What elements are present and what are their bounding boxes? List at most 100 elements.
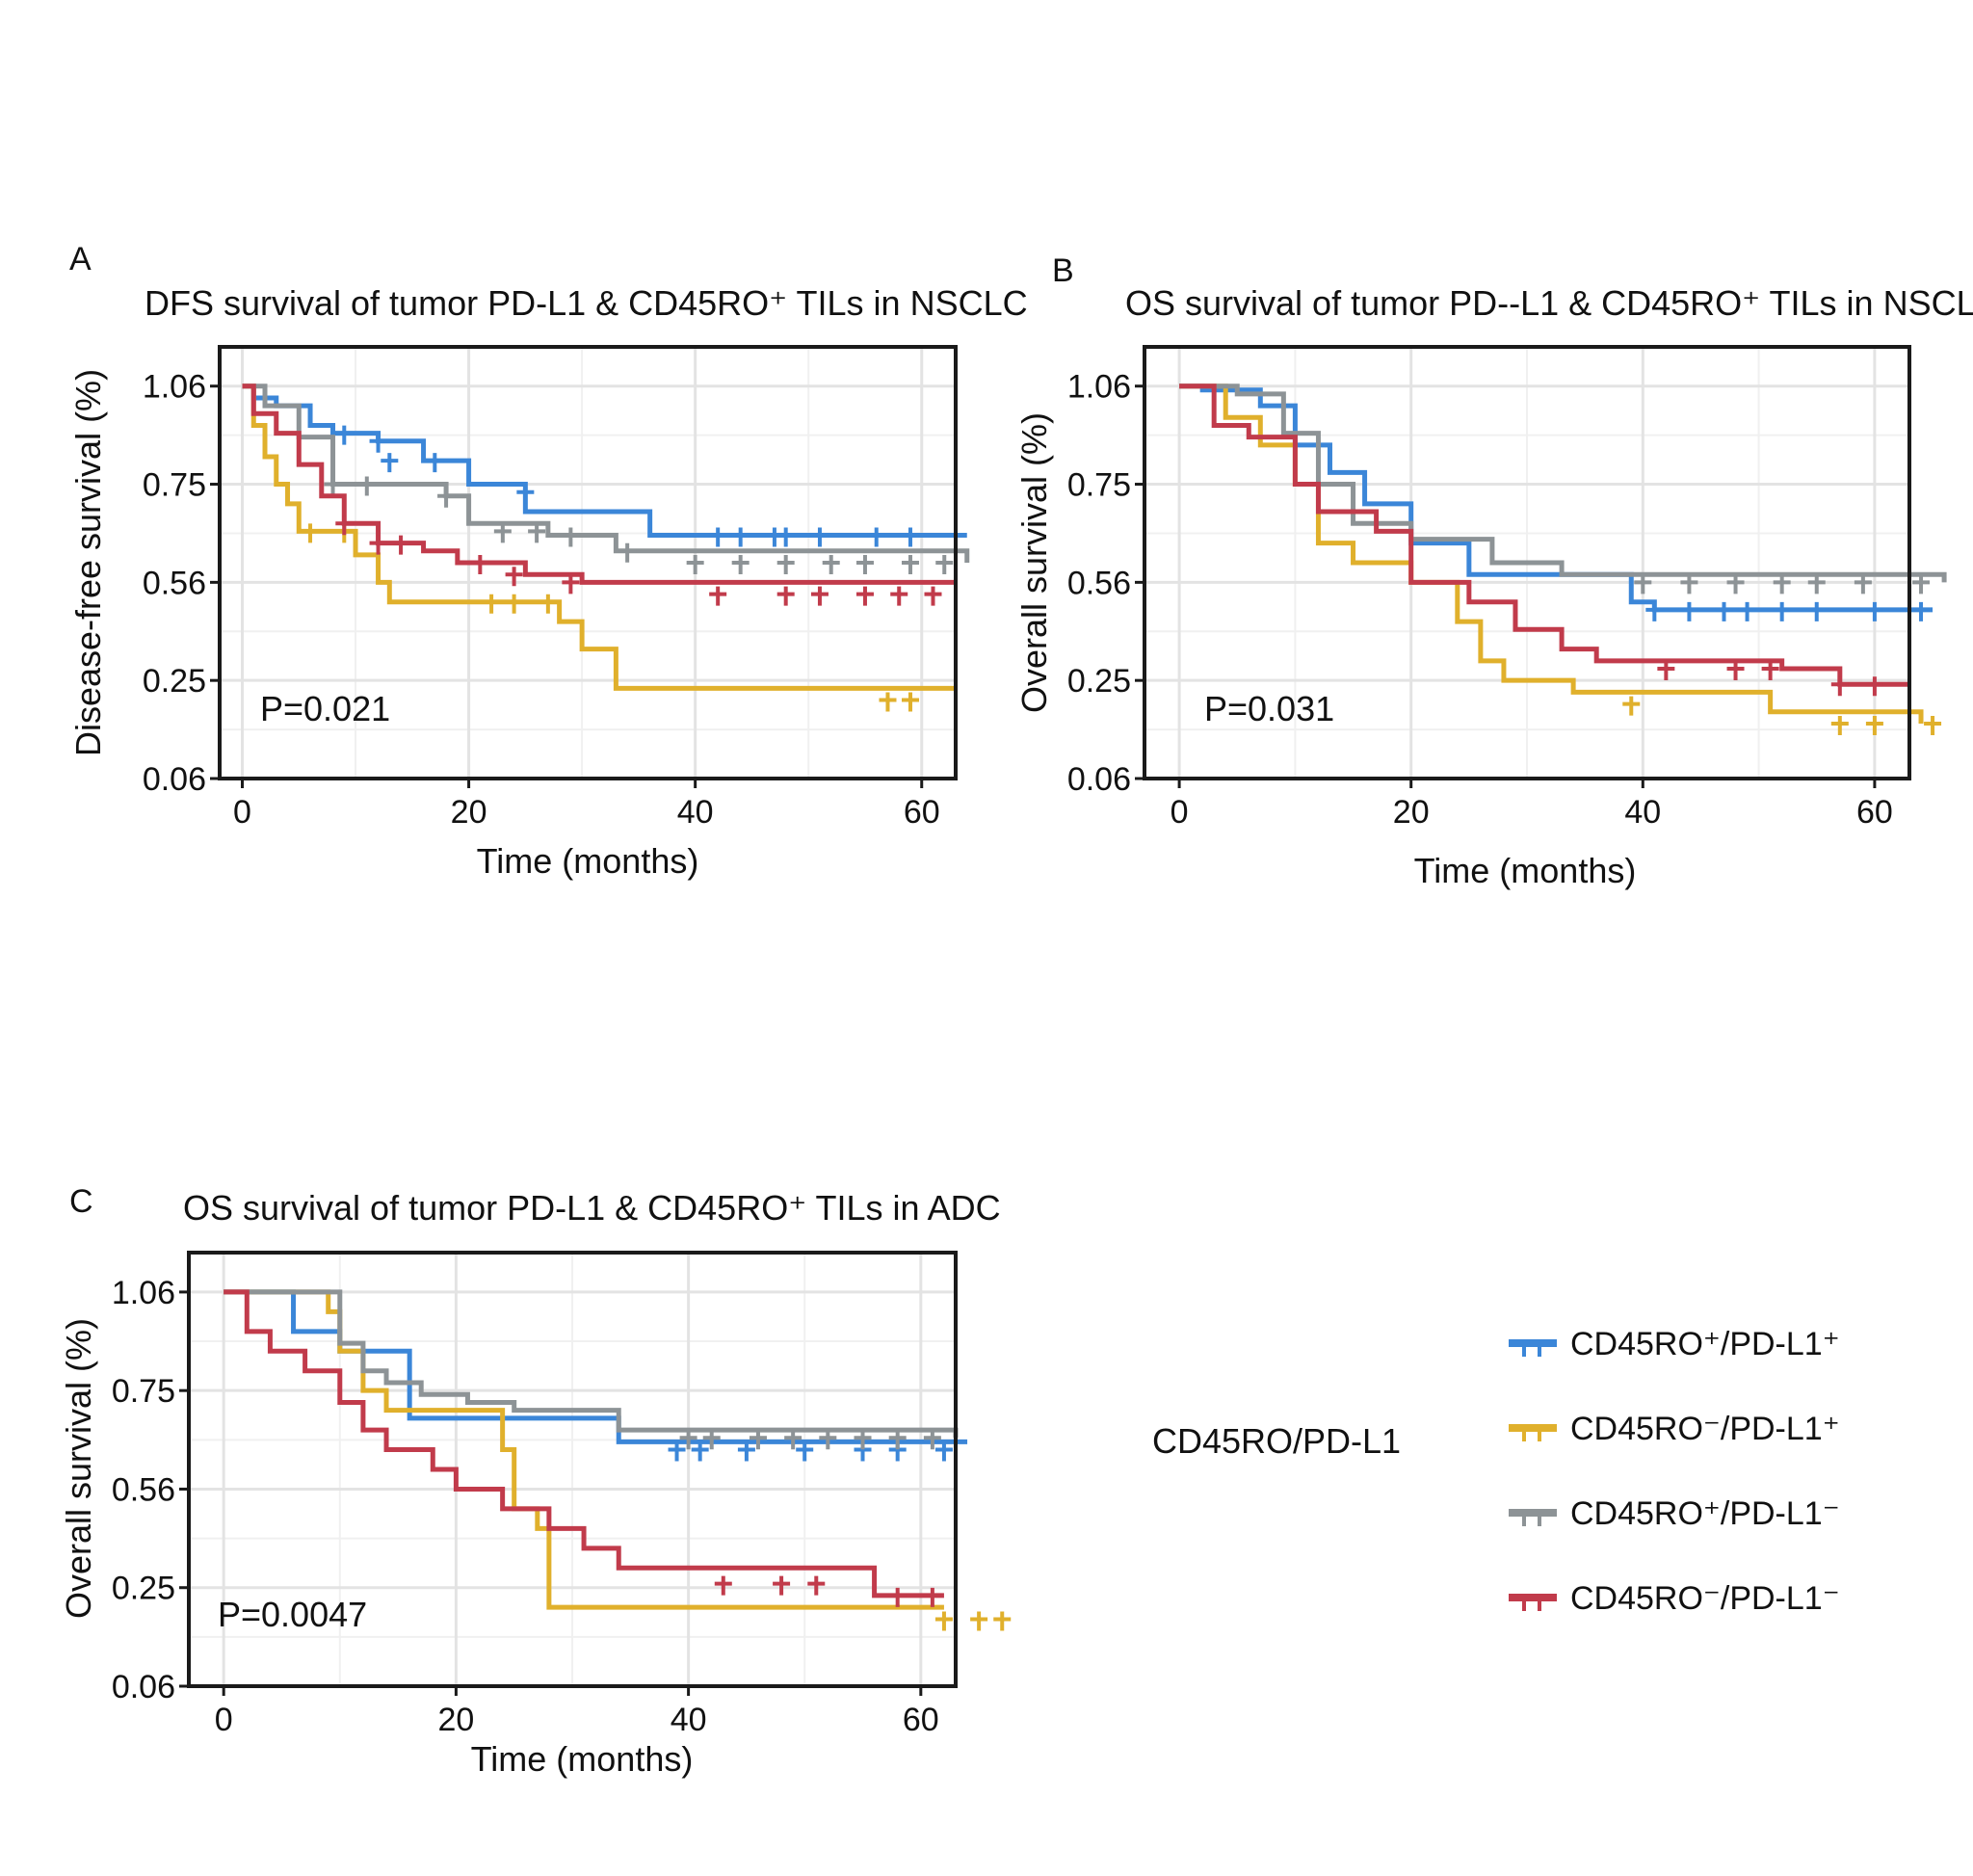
panel-c-series-1-censor-mark: [993, 1611, 1012, 1631]
panel-b-series-0-censor-mark: [1807, 601, 1826, 621]
panel-b-series-2-curve: [1179, 383, 1947, 583]
panel-b-series-1-censor-mark: [1924, 715, 1942, 735]
panel-c-y-axis-title: Overall survival (%): [59, 1318, 98, 1619]
panel-a-series-0-censor-mark: [381, 453, 399, 473]
panel-a-y-tick-label: 0.56: [143, 565, 206, 601]
panel-a-series-2-censor-mark: [822, 555, 840, 574]
panel-a-series-3-censor-mark: [709, 586, 727, 606]
legend-item-0: CD45RO⁺/PD-L1⁺: [1509, 1326, 1840, 1362]
panel-b-y-tick-label: 0.06: [1067, 761, 1131, 798]
legend-item-2: CD45RO⁺/PD-L1⁻: [1509, 1495, 1840, 1532]
panel-b-series-2-censor-mark: [1634, 574, 1652, 595]
panel-c-series-3-censor-mark: [807, 1575, 826, 1596]
panel-a-series-2-censor-mark: [562, 527, 580, 547]
panel-c-series-0-censor-mark: [691, 1441, 709, 1462]
panel-b-series-0-censor-mark: [1865, 601, 1883, 621]
panel-b-series-3-censor-mark: [1657, 660, 1675, 680]
panel-b-p-value: P=0.031: [1204, 689, 1334, 728]
panel-b-series-3-censor-mark: [1761, 660, 1779, 680]
panel-c-x-tick-label: 60: [903, 1702, 939, 1738]
panel-a-series-0-censor-mark: [731, 527, 750, 547]
panel-a-series-2-censor-mark: [437, 488, 456, 508]
panel-b-x-tick-label: 40: [1624, 794, 1661, 831]
panel-a-series-0-censor-mark: [810, 527, 829, 547]
panel-a-y-tick-label: 0.06: [143, 761, 206, 798]
panel-a-series-3-censor-mark: [810, 586, 829, 606]
panel-c-series-3-curve: [224, 1289, 944, 1599]
panel-c-series-3-censor-mark: [888, 1587, 907, 1607]
panel-c-y-tick-label: 0.06: [112, 1669, 175, 1705]
panel-c-title: OS survival of tumor PD-L1 & CD45RO⁺ TIL…: [183, 1188, 1001, 1228]
panel-letter-a: A: [69, 241, 92, 277]
panel-b-plot-frame: [1143, 345, 1911, 780]
panel-a-y-tick-label: 0.75: [143, 467, 206, 504]
panel-c-series-3-censor-mark: [714, 1575, 732, 1596]
panel-a-series-2-censor-mark: [776, 555, 795, 574]
panel-a-series-2-censor-mark: [618, 542, 637, 563]
panel-b-series-0-censor-mark: [1645, 601, 1664, 621]
panel-a-series-3-curve: [242, 383, 956, 585]
panel-a-y-tick-label: 1.06: [143, 369, 206, 406]
panel-b-series-3-curve: [1179, 383, 1909, 687]
panel-a-series-3-censor-mark: [890, 586, 908, 606]
panel-a-series-2-censor-mark: [528, 523, 546, 543]
panel-a-series-0-censor-mark: [516, 484, 535, 504]
panel-a-series-3-censor-mark: [855, 586, 874, 606]
panel-a-y-axis-title: Disease-free survival (%): [68, 369, 108, 756]
panel-a-series-0-censor-mark: [369, 433, 387, 453]
panel-c-x-axis-title: Time (months): [471, 1739, 694, 1779]
panel-a-series-1-censor-mark: [901, 692, 919, 712]
panel-a-x-tick-label: 0: [233, 794, 251, 831]
legend-entries: CD45RO⁺/PD-L1⁺ CD45RO⁻/PD-L1⁺ CD45RO⁺/PD-L…: [1509, 1326, 1840, 1617]
legend: CD45RO/PD-L1 CD45RO⁺/PD-L1⁺ CD45RO⁻/PD-L1…: [1152, 1326, 1840, 1617]
panel-a-series-3-censor-mark: [562, 574, 580, 595]
panel-b-series-3-censor-mark: [1865, 676, 1883, 697]
panel-a-x-tick-label: 40: [677, 794, 714, 831]
panel-a-series-2-censor-mark: [935, 555, 954, 574]
panel-a-series-3-censor-mark: [776, 586, 795, 606]
legend-item-0-label: CD45RO⁺/PD-L1⁺: [1570, 1326, 1840, 1362]
panel-b-series-2-censor-mark: [1680, 574, 1698, 595]
panel-a-series-0-censor-mark: [426, 453, 444, 473]
panel-a-title: DFS survival of tumor PD-L1 & CD45RO⁺ TI…: [145, 283, 1028, 323]
panel-a-series-0-censor-mark: [901, 527, 919, 547]
panel-a-x-tick-label: 60: [904, 794, 940, 831]
panel-a-series-1-censor-mark: [483, 594, 501, 614]
panel-c-series-2-censor-mark: [702, 1430, 721, 1450]
panel-c-series-2-censor-mark: [854, 1430, 872, 1450]
panel-c-y-tick-label: 0.75: [112, 1373, 175, 1410]
panel-a-series-2-censor-mark: [493, 523, 512, 543]
panel-c-series-0-censor-mark: [668, 1441, 686, 1462]
panel-a-p-value: P=0.021: [260, 689, 390, 728]
panel-b-series-2-censor-mark: [1726, 574, 1745, 595]
panel-a-series-3-censor-mark: [924, 586, 942, 606]
panel-a-series-0-censor-mark: [709, 527, 727, 547]
panel-b-series-0-censor-mark: [1773, 601, 1791, 621]
panel-c-series-2-censor-mark: [679, 1430, 697, 1450]
panel-b-y-tick-label: 0.25: [1067, 663, 1131, 700]
panel-b-series-3-censor-mark: [1726, 660, 1745, 680]
legend-item-1: CD45RO⁻/PD-L1⁺: [1509, 1411, 1840, 1447]
legend-item-3-censor-icon: [1522, 1596, 1541, 1611]
panel-a-series-2-censor-mark: [324, 476, 342, 496]
panel-a-x-axis-title: Time (months): [477, 841, 699, 881]
panel-b-series-0-censor-mark: [1912, 601, 1931, 621]
panel-c-x-tick-label: 40: [671, 1702, 707, 1738]
panel-a-series-2-censor-mark: [901, 555, 919, 574]
panel-a-series-1-censor-mark: [302, 523, 320, 543]
panel-c-series-2-censor-mark: [749, 1430, 767, 1450]
panel-b-plot: 1.06 0.75 0.56 0.25 0.06 0 20 40 60: [1067, 345, 1947, 831]
panel-letter-b: B: [1052, 252, 1074, 289]
panel-b-y-tick-label: 1.06: [1067, 369, 1131, 406]
panel-b-series-0-censor-mark: [1715, 601, 1733, 621]
panel-c-series-0-censor-mark: [737, 1441, 755, 1462]
panel-a-series-3-censor-mark: [369, 535, 387, 555]
panel-a-series-2-censor-mark: [731, 555, 750, 574]
panel-a-series-2-censor-mark: [686, 555, 704, 574]
panel-letter-c: C: [69, 1183, 93, 1220]
panel-c-series-2-censor-mark: [923, 1430, 941, 1450]
legend-item-1-label: CD45RO⁻/PD-L1⁺: [1570, 1411, 1840, 1447]
panel-c-p-value: P=0.0047: [218, 1595, 367, 1634]
panel-c-plot: 1.06 0.75 0.56 0.25 0.06 0 20 40 60: [112, 1251, 1012, 1738]
panel-c-series-2-curve: [224, 1289, 959, 1439]
